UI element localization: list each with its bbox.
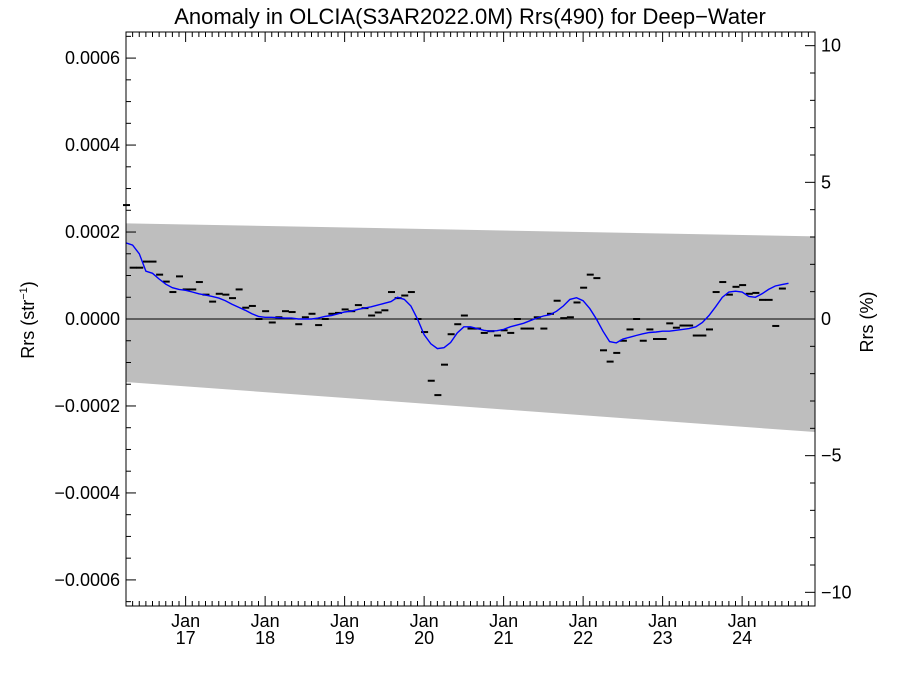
right-axis-label: Rrs (%) (857, 292, 877, 353)
x-tick-label-month: Jan (171, 611, 200, 631)
left-axis-label-superscript: −1 (18, 287, 30, 300)
monthly-marks-layer (123, 204, 786, 397)
chart-title: Anomaly in OLCIA(S3AR2022.0M) Rrs(490) f… (174, 4, 766, 29)
x-tick-label-year: 22 (573, 628, 593, 648)
smoothed-anomaly-line (125, 242, 789, 350)
x-tick-label-month: Jan (489, 611, 518, 631)
x-tick-label-month: Jan (330, 611, 359, 631)
right-y-tick-label: 10 (821, 36, 841, 56)
x-tick-label-year: 23 (653, 628, 673, 648)
left-y-tick-label: 0.0000 (65, 309, 120, 329)
left-y-tick-label: 0.0006 (65, 48, 120, 68)
x-tick-label-year: 18 (255, 628, 275, 648)
x-tick-label-month: Jan (410, 611, 439, 631)
x-tick-label-year: 21 (494, 628, 514, 648)
left-axis-label-text: Rrs (str (18, 300, 38, 359)
x-tick-label-year: 17 (176, 628, 196, 648)
right-y-tick-label: 5 (821, 172, 831, 192)
left-y-tick-label: −0.0004 (54, 483, 120, 503)
x-tick-label-month: Jan (648, 611, 677, 631)
x-tick-label-month: Jan (251, 611, 280, 631)
left-y-axis: 0.0006 0.0004 0.0002 0.0000 −0.0002 −0.0004 −0… (54, 35, 136, 603)
x-tick-label-year: 19 (335, 628, 355, 648)
x-tick-label-month: Jan (728, 611, 757, 631)
left-y-tick-label: −0.0006 (54, 570, 120, 590)
x-tick-label-year: 20 (414, 628, 434, 648)
right-y-tick-label: −5 (821, 446, 842, 466)
x-tick-label-month: Jan (569, 611, 598, 631)
left-axis-label-close: ) (18, 281, 38, 287)
right-y-axis: 10 5 0 −5 −10 (805, 36, 852, 602)
left-y-tick-label: −0.0002 (54, 396, 120, 416)
right-y-tick-label: −10 (821, 582, 852, 602)
smoothed-line-layer (125, 242, 789, 350)
left-axis-label: Rrs (str−1) (18, 281, 38, 359)
right-y-tick-label: 0 (821, 309, 831, 329)
x-tick-label-year: 24 (732, 628, 752, 648)
left-y-tick-label: 0.0004 (65, 135, 120, 155)
left-y-tick-label: 0.0002 (65, 222, 120, 242)
